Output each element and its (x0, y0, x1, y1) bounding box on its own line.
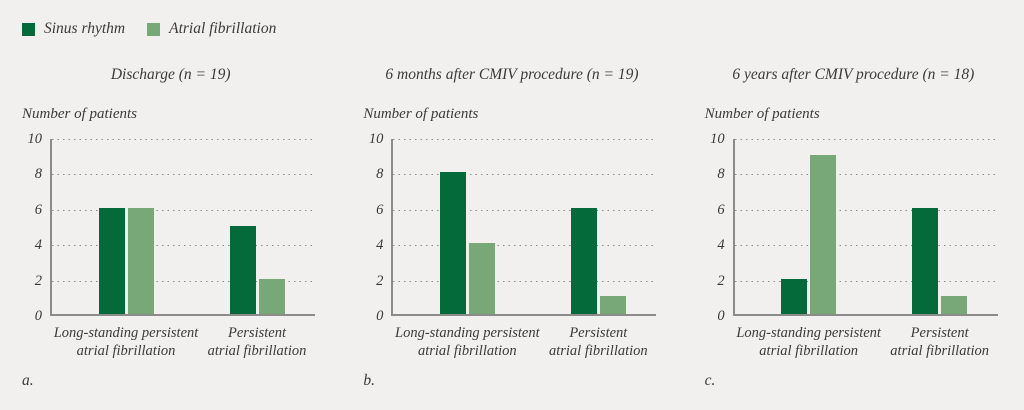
panel-b: 6 months after CMIV procedure (n = 19) N… (341, 0, 682, 410)
gridline-y4 (393, 245, 657, 247)
x-category-label-line: Long-standing persistent (53, 325, 199, 341)
bar-sinus-rhythm (570, 207, 597, 314)
y-tick-label: 10 (27, 130, 43, 147)
gridline-y8 (393, 174, 657, 176)
gridline-y6 (52, 209, 315, 211)
panel-c: 6 years after CMIV procedure (n = 18) Nu… (683, 0, 1024, 410)
gridline-y10 (52, 139, 315, 140)
y-axis-label: Number of patients (22, 106, 137, 122)
bar-sinus-rhythm (229, 225, 256, 314)
gridline-y4 (52, 245, 315, 247)
gridline-y6 (393, 209, 657, 211)
x-category-label: Persistent atrial fibrillation (890, 325, 989, 360)
x-category-label-line: atrial fibrillation (759, 342, 859, 359)
x-category-label: Long-standing persistent atrial fibrillat… (54, 325, 199, 360)
legend-label: Sinus rhythm (44, 20, 126, 37)
bar-sinus-rhythm (98, 207, 125, 314)
y-axis-label: Number of patients (704, 106, 820, 122)
gridline-y10 (734, 139, 998, 140)
bar-atrial-fibrillation (468, 243, 495, 314)
x-category-label-line: Long-standing persistent (395, 325, 540, 341)
y-tick-label: 4 (376, 236, 384, 253)
legend-label: Atrial fibrillation (169, 20, 277, 37)
y-tick-label: 8 (34, 166, 42, 183)
legend: Sinus rhythm Atrial fibrillation (22, 20, 276, 38)
panel-letter: a. (22, 372, 34, 389)
bar-atrial-fibrillation (258, 278, 285, 314)
panel-letter: c. (704, 372, 716, 389)
atrial-fibrillation-swatch-icon (147, 22, 161, 36)
gridline-y8 (52, 174, 315, 176)
panel-a: Discharge (n = 19) Number of patients 0 2… (0, 0, 341, 410)
bar-sinus-rhythm (912, 207, 939, 314)
bar-atrial-fibrillation (127, 207, 154, 314)
y-tick-label: 2 (34, 272, 42, 289)
plot-area: 0 2 4 6 8 10 Long-standing persistent atrial fi… (710, 132, 998, 359)
gridline-y6 (734, 209, 998, 211)
y-tick-label: 8 (717, 166, 725, 183)
y-tick-label: 6 (717, 201, 725, 218)
x-category-label-line: atrial fibrillation (207, 342, 307, 359)
plot-area: 0 2 4 6 8 10 Long-standing persistent atrial fi… (28, 132, 315, 359)
sinus-rhythm-swatch-icon (22, 22, 35, 36)
bar-atrial-fibrillation (599, 296, 626, 314)
x-category-label-line: Persistent (910, 325, 969, 341)
panel-letter: b. (363, 372, 375, 389)
x-category-label-line: Persistent (227, 325, 286, 341)
x-category-label-line: atrial fibrillation (76, 342, 176, 359)
x-category-label-line: atrial fibrillation (890, 342, 990, 359)
y-tick-label: 2 (717, 272, 725, 289)
bar-atrial-fibrillation (941, 296, 968, 314)
panel-title: 6 months after CMIV procedure (n = 19) (385, 66, 639, 83)
x-category-label-line: atrial fibrillation (548, 342, 648, 359)
y-tick-label: 0 (717, 307, 725, 324)
panel-title: Discharge (n = 19) (110, 66, 231, 83)
y-tick-label: 8 (376, 166, 384, 183)
x-category-label: Long-standing persistent atrial fibrillat… (736, 325, 881, 360)
plot-area: 0 2 4 6 8 10 Long-standing persistent atrial fi… (369, 132, 657, 359)
y-tick-label: 2 (376, 272, 384, 289)
bar-atrial-fibrillation (810, 154, 837, 314)
gridline-y4 (734, 245, 998, 247)
y-tick-label: 10 (368, 130, 384, 147)
x-category-label: Persistent atrial fibrillation (208, 325, 307, 360)
y-tick-label: 0 (376, 307, 384, 324)
x-category-label: Persistent atrial fibrillation (549, 325, 648, 360)
panel-title: 6 years after CMIV procedure (n = 18) (732, 66, 975, 83)
bar-sinus-rhythm (781, 278, 808, 314)
y-axis-label: Number of patients (363, 106, 479, 122)
x-category-label-line: atrial fibrillation (417, 342, 517, 359)
x-category-label-line: Persistent (569, 325, 628, 341)
gridline-y2 (393, 280, 657, 282)
gridline-y2 (52, 280, 315, 282)
y-tick-label: 4 (34, 236, 42, 253)
bar-sinus-rhythm (439, 172, 466, 314)
gridline-y2 (734, 280, 998, 282)
x-category-label-line: Long-standing persistent (736, 325, 881, 341)
y-tick-label: 6 (376, 201, 384, 218)
y-tick-label: 0 (34, 307, 42, 324)
gridline-y10 (393, 139, 657, 140)
x-category-label: Long-standing persistent atrial fibrillat… (395, 325, 540, 360)
legend-item-sinus-rhythm: Sinus rhythm (22, 20, 125, 38)
gridline-y8 (734, 174, 998, 176)
y-tick-label: 10 (710, 130, 725, 147)
legend-item-atrial-fibrillation: Atrial fibrillation (147, 20, 276, 38)
y-tick-label: 6 (34, 201, 42, 218)
y-tick-label: 4 (717, 236, 725, 253)
